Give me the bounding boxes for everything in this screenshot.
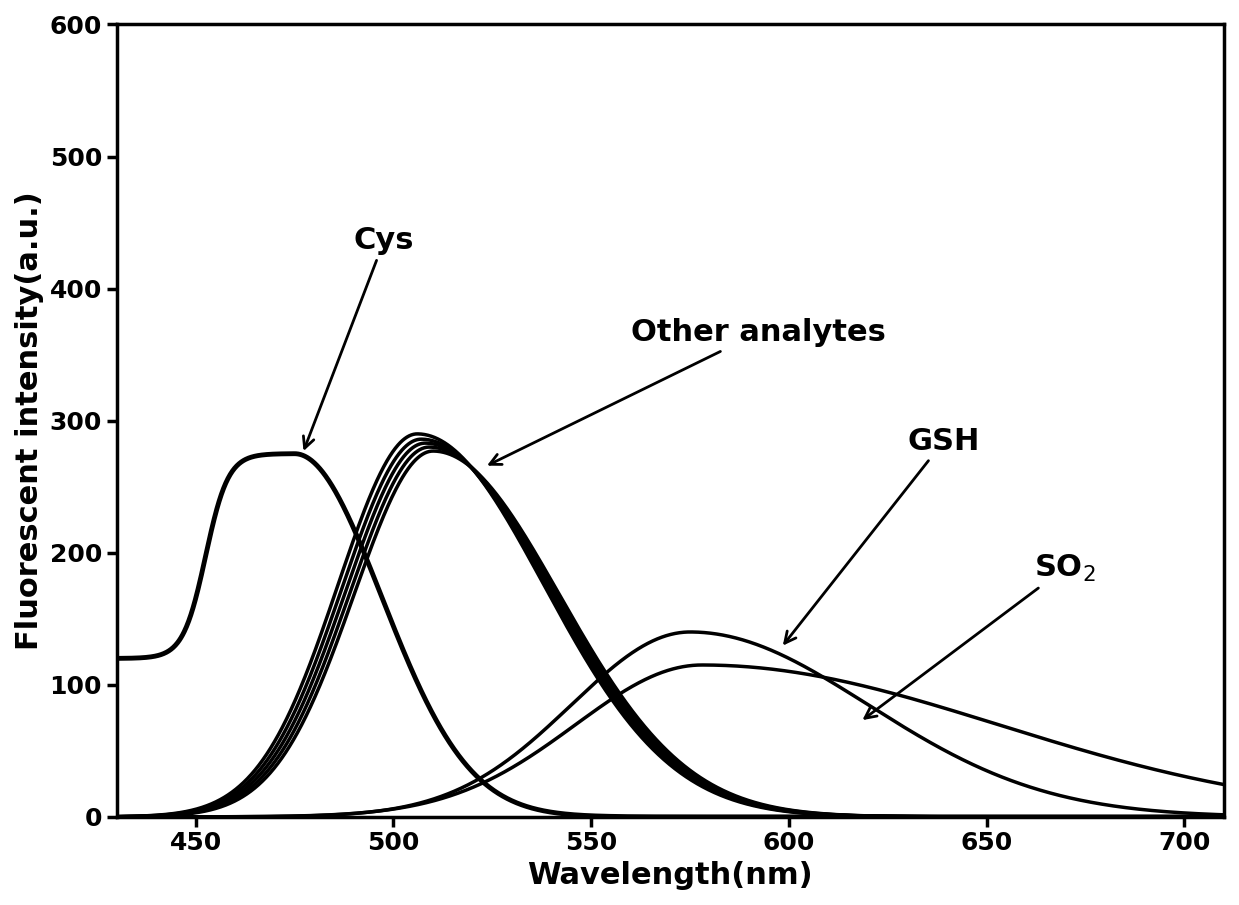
Text: SO$_2$: SO$_2$ bbox=[865, 553, 1095, 719]
Text: Cys: Cys bbox=[304, 226, 414, 448]
Y-axis label: Fluorescent intensity(a.u.): Fluorescent intensity(a.u.) bbox=[15, 191, 45, 650]
Text: Other analytes: Other analytes bbox=[489, 319, 886, 464]
Text: GSH: GSH bbox=[784, 427, 980, 643]
X-axis label: Wavelength(nm): Wavelength(nm) bbox=[528, 861, 813, 890]
